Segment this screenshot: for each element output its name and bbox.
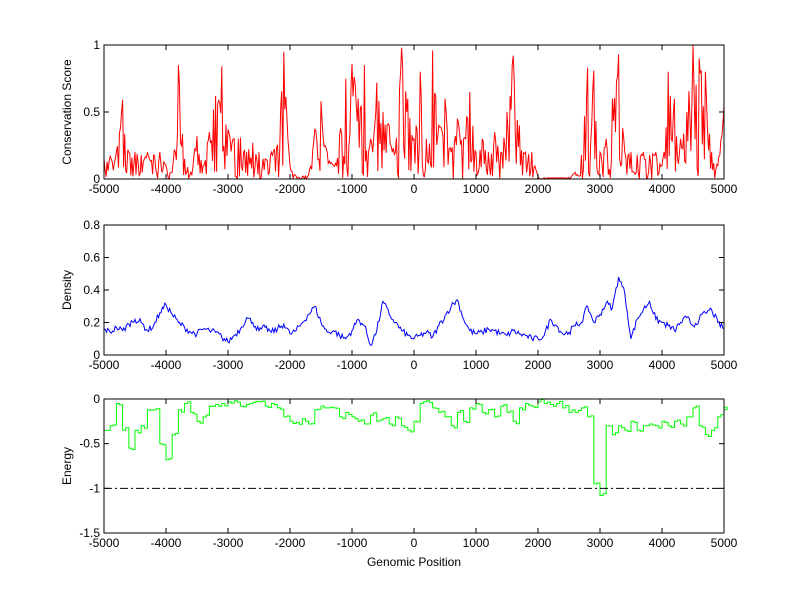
y-tick-label: -1 [89, 481, 100, 495]
y-axis-label: Conservation Score [60, 59, 74, 165]
conservation-subplot: -5000 -4000 -3000 -2000 -1000 0 1000 2000 3000 40… [60, 38, 738, 196]
x-tick-label: -4000 [151, 536, 182, 550]
data-series-line [103, 44, 725, 181]
y-tick-label: 0.4 [83, 283, 100, 297]
x-tick-label: 4000 [649, 358, 676, 372]
y-axis-label: Energy [60, 447, 74, 485]
x-tick-label: -1000 [337, 536, 368, 550]
x-tick-label: -5000 [89, 536, 120, 550]
y-tick-label: 0 [93, 348, 100, 362]
x-tick-label: 0 [411, 536, 418, 550]
x-tick-label: 1000 [463, 358, 490, 372]
x-tick-label: 1000 [463, 182, 490, 196]
x-tick-label: 3000 [587, 536, 614, 550]
x-tick-label: 5000 [711, 182, 738, 196]
x-tick-label: 3000 [587, 182, 614, 196]
y-tick-label: 0.2 [83, 316, 100, 330]
y-tick-label: 0.5 [83, 105, 100, 119]
x-tick-label: 2000 [525, 536, 552, 550]
x-tick-label: -2000 [275, 182, 306, 196]
x-tick-label: 2000 [525, 358, 552, 372]
x-tick-label: 5000 [711, 358, 738, 372]
data-series-line [104, 399, 728, 496]
x-tick-label: -1000 [337, 182, 368, 196]
density-subplot: -5000 -4000 -3000 -2000 -1000 0 1000 2000 3000 40… [60, 218, 738, 372]
x-tick-label: -3000 [213, 182, 244, 196]
y-axis-label: Density [60, 270, 74, 310]
x-tick-label: -4000 [151, 358, 182, 372]
x-tick-label: -2000 [275, 536, 306, 550]
x-tick-label: 4000 [649, 536, 676, 550]
x-tick-label: 1000 [463, 536, 490, 550]
x-tick-label: -3000 [213, 358, 244, 372]
x-axis-label: Genomic Position [367, 555, 461, 569]
x-tick-label: 0 [411, 358, 418, 372]
energy-subplot: -5000 -4000 -3000 -2000 -1000 0 1000 2000 3000 40… [60, 392, 738, 550]
x-tick-label: -5000 [89, 182, 120, 196]
x-tick-label: -5000 [89, 358, 120, 372]
axes-box [103, 224, 725, 356]
y-tick-label: 0.6 [83, 251, 100, 265]
y-tick-label: -1.5 [79, 526, 100, 540]
y-tick-label: 0.8 [83, 218, 100, 232]
x-tick-label: -4000 [151, 182, 182, 196]
x-tick-label: 5000 [711, 536, 738, 550]
y-tick-label: 1 [93, 38, 100, 52]
x-tick-label: -3000 [213, 536, 244, 550]
x-tick-label: 0 [411, 182, 418, 196]
y-tick-label: 0 [93, 172, 100, 186]
x-tick-label: 2000 [525, 182, 552, 196]
x-tick-label: 3000 [587, 358, 614, 372]
y-tick-label: 0 [93, 392, 100, 406]
data-series-line [103, 276, 725, 346]
x-tick-label: -2000 [275, 358, 306, 372]
x-tick-label: -1000 [337, 358, 368, 372]
y-tick-label: -0.5 [79, 437, 100, 451]
x-tick-label: 4000 [649, 182, 676, 196]
